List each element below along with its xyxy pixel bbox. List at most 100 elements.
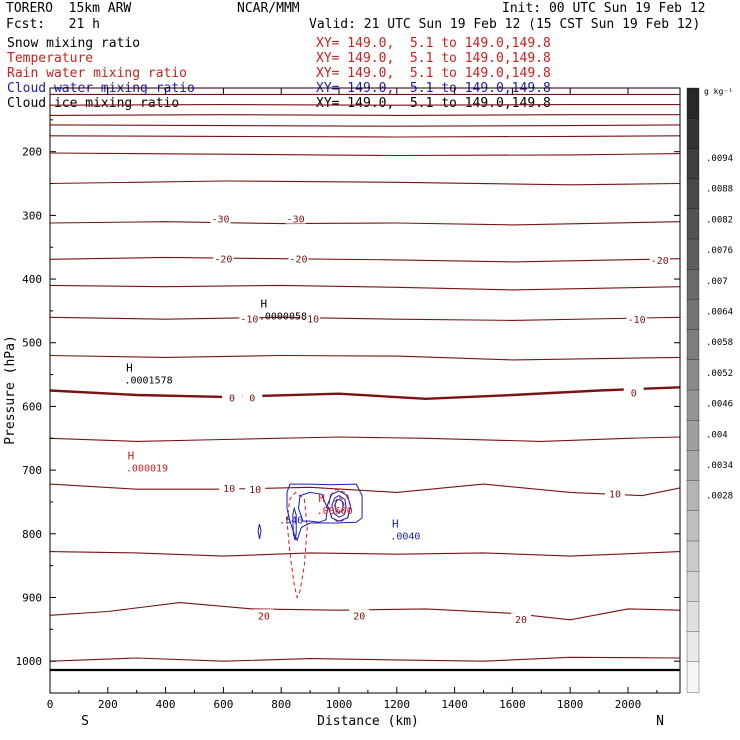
colorbar: .0094 .0088 .0082 .0076 .007 .0064 .0058 .0052.…: [686, 87, 733, 693]
isotherm-line: [49, 284, 681, 291]
isotherm-line: [49, 135, 681, 138]
colorbar-bin: [686, 480, 700, 512]
contour-label-bg: [626, 313, 647, 325]
field-name-snow: Snow mixing ratio: [7, 36, 141, 51]
valid-time: Valid: 21 UTC Sun 19 Feb 12 (15 CST Sun …: [309, 17, 701, 32]
x-tick-label: 2000: [615, 698, 642, 711]
colorbar-bin: [686, 329, 700, 361]
rain-contour: [334, 496, 345, 515]
contour-label-bg: [300, 312, 321, 324]
y-tick-label: 200: [22, 146, 42, 159]
maximum-value: .0000058: [259, 312, 307, 323]
colorbar-bin: [686, 299, 700, 331]
contour-label-bg: [242, 391, 263, 403]
contour-label: 0: [631, 388, 637, 399]
maximum-mark: H: [261, 298, 268, 311]
maximum-value: .0001578: [124, 375, 172, 386]
maximum-mark: H: [318, 492, 325, 505]
isotherm-line: [49, 354, 681, 361]
maxima-markers: H.0000058H.0001578H.000019H.00600H.0040.…: [124, 298, 420, 543]
model-title: TORERO 15km ARW: [6, 1, 132, 16]
isotherm-line: [49, 483, 681, 497]
colorbar-bin: [686, 571, 700, 603]
center-label: NCAR/MMM: [237, 1, 300, 16]
contour-label-bg: [239, 312, 260, 324]
isotherm-line: [49, 104, 680, 106]
x-tick-label: 1000: [326, 698, 353, 711]
y-tick-label: 800: [22, 528, 42, 541]
y-tick-label: 300: [22, 209, 42, 222]
colorbar-bin: [686, 359, 700, 391]
y-tick-label: 700: [22, 464, 42, 477]
colorbar-label: .0046: [706, 400, 733, 410]
colorbar-bin: [686, 87, 700, 119]
contour-label-bg: [511, 613, 532, 625]
contour-label: -20: [214, 255, 232, 266]
contour-label-bg: [219, 481, 240, 493]
x-tick-label: 1200: [384, 698, 411, 711]
x-tick-label: 800: [271, 698, 291, 711]
contour-label-bg: [288, 252, 309, 264]
colorbar-bin: [686, 631, 700, 663]
cloud-water-contour: [257, 524, 262, 539]
maximum-value: .00600: [317, 506, 353, 517]
colorbar-label: .0034: [706, 461, 733, 471]
colorbar-bin: [686, 238, 700, 270]
contour-label: -20: [290, 255, 308, 266]
contour-label: -10: [240, 315, 258, 326]
colorbar-bin: [686, 540, 700, 572]
maximum-value: .540: [279, 516, 303, 527]
colorbar-label: .0088: [706, 185, 733, 195]
isotherm-line: [49, 386, 681, 401]
colorbar-bin: [686, 148, 700, 180]
contour-label: 20: [258, 611, 270, 622]
contour-label: 10: [609, 490, 621, 501]
contour-label-bg: [210, 212, 231, 224]
isotherm-line: [49, 180, 681, 186]
contour-label: 10: [249, 485, 261, 496]
colorbar-label: .004: [706, 430, 728, 440]
contour-label: -10: [628, 315, 646, 326]
contour-label-bg: [253, 609, 274, 621]
y-tick-label: 600: [22, 400, 42, 413]
x-tick-label: 200: [98, 698, 118, 711]
isotherm-line: [49, 656, 681, 662]
field-xy-cloud-ice: XY= 149.0, 5.1 to 149.0,149.8: [316, 96, 551, 111]
maximum-mark: H: [128, 449, 135, 462]
isotherm-line: [49, 316, 681, 321]
contour-label: 20: [353, 611, 365, 622]
colorbar-bin: [686, 118, 700, 150]
colorbar-label: .0052: [706, 369, 733, 379]
y-tick-label: 900: [22, 591, 42, 604]
contour-label: 0: [229, 394, 235, 405]
contour-label: -30: [287, 215, 305, 226]
field-name-rain: Rain water mixing ratio: [7, 66, 188, 81]
colorbar-label: .0094: [706, 154, 733, 164]
colorbar-unit: g kg⁻¹: [704, 87, 733, 96]
isotherm-line: [49, 152, 681, 157]
isotherm-line: [49, 436, 681, 442]
x-tick-label: 0: [47, 698, 54, 711]
y-tick-label: 400: [22, 273, 42, 286]
y-tick-label: 1000: [16, 655, 43, 668]
field-name-cloud-ice: Cloud ice mixing ratio: [7, 96, 180, 111]
colorbar-label: .0058: [706, 338, 733, 348]
endpoint-left-label: S: [81, 714, 89, 729]
isotherm-line: [49, 602, 681, 621]
x-tick-label: 600: [213, 698, 233, 711]
colorbar-bin: [686, 601, 700, 633]
colorbar-bin: [686, 389, 700, 421]
isotherm-line: [49, 551, 681, 557]
maximum-value: .000019: [126, 463, 168, 474]
contour-label: -30: [211, 215, 229, 226]
x-tick-label: 1400: [441, 698, 468, 711]
cloud-water-contour: [286, 483, 363, 542]
field-xy-temperature: XY= 149.0, 5.1 to 149.0,149.8: [316, 51, 551, 66]
contour-label: 0: [249, 394, 255, 405]
colorbar-bin: [686, 420, 700, 452]
colorbar-label: .007: [706, 277, 728, 287]
init-time: Init: 00 UTC Sun 19 Feb 12: [502, 1, 706, 16]
